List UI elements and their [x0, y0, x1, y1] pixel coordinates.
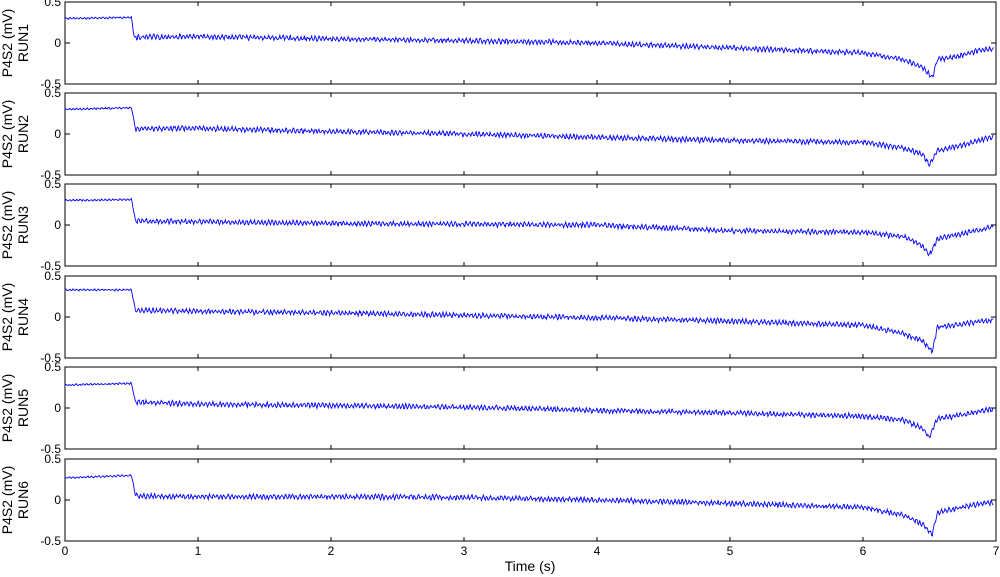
y-axis-label-line2: RUN4	[15, 298, 31, 336]
panel-run6: 0.5 0 -0.5 P4S2 (mV)RUN6	[0, 452, 997, 548]
y-tick-label: 0.5	[44, 452, 61, 466]
y-axis-label: P4S2 (mV)RUN3	[0, 191, 31, 259]
panel-run1: 0.5 0 -0.5 P4S2 (mV)RUN1	[0, 0, 997, 91]
y-axis-label: P4S2 (mV)RUN2	[0, 100, 31, 168]
x-axis-label: Time (s)	[505, 558, 556, 574]
y-axis-label: P4S2 (mV)RUN4	[0, 283, 31, 351]
y-axis-label-line1: P4S2 (mV)	[0, 283, 15, 351]
axes-box	[64, 275, 997, 359]
y-tick-label: -0.5	[40, 168, 61, 182]
y-tick-label: 0.5	[44, 269, 61, 283]
y-axis-label-line1: P4S2 (mV)	[0, 9, 15, 77]
y-axis-label-line2: RUN6	[15, 481, 31, 519]
panel-run5: 0.5 0 -0.5 P4S2 (mV)RUN5	[0, 360, 997, 456]
signal-trace-run3	[64, 197, 994, 257]
y-tick-label: 0.5	[44, 86, 61, 100]
y-axis-label-line2: RUN2	[15, 115, 31, 153]
y-tick-label: 0	[54, 218, 61, 232]
y-tick-label: -0.5	[40, 351, 61, 365]
y-axis-label: P4S2 (mV)RUN1	[0, 9, 31, 77]
y-tick-label: -0.5	[40, 442, 61, 456]
y-axis-label-line1: P4S2 (mV)	[0, 374, 15, 442]
y-tick-label: 0.5	[44, 360, 61, 374]
x-tick-label: 1	[195, 544, 202, 558]
signal-trace-run5	[64, 381, 994, 439]
axes-box	[64, 366, 997, 450]
x-tick-label: 4	[594, 544, 601, 558]
y-tick-label: -0.5	[40, 534, 61, 548]
signal-trace-run4	[64, 288, 994, 354]
x-tick-label: 7	[993, 544, 1000, 558]
panel-run3: 0.5 0 -0.5 P4S2 (mV)RUN3	[0, 177, 997, 273]
y-axis-label: P4S2 (mV)RUN5	[0, 374, 31, 442]
x-tick-labels: 0 1 2 3 4 5 6 7	[62, 544, 1000, 558]
y-tick-label: 0	[54, 36, 61, 50]
y-axis-label-line1: P4S2 (mV)	[0, 100, 15, 168]
x-tick-label: 2	[328, 544, 335, 558]
y-axis-label-line2: RUN5	[15, 389, 31, 427]
y-axis-label-line1: P4S2 (mV)	[0, 191, 15, 259]
y-tick-label: 0.5	[44, 0, 61, 9]
signal-trace-run1	[64, 15, 994, 78]
y-tick-label: 0	[54, 127, 61, 141]
signal-trace-run2	[64, 106, 994, 167]
x-tick-label: 6	[860, 544, 867, 558]
y-tick-label: -0.5	[40, 259, 61, 273]
y-axis-label: P4S2 (mV)RUN6	[0, 466, 31, 534]
y-tick-label: 0	[54, 401, 61, 415]
x-tick-label: 0	[62, 544, 69, 558]
x-tick-label: 5	[727, 544, 734, 558]
axes-box	[64, 458, 997, 542]
y-tick-label: -0.5	[40, 77, 61, 91]
signal-trace-run6	[64, 473, 994, 537]
y-tick-label: 0	[54, 493, 61, 507]
panel-run2: 0.5 0 -0.5 P4S2 (mV)RUN2	[0, 86, 997, 182]
y-axis-label-line2: RUN1	[15, 24, 31, 62]
y-tick-label: 0	[54, 310, 61, 324]
y-tick-label: 0.5	[44, 177, 61, 191]
y-axis-label-line2: RUN3	[15, 206, 31, 244]
y-axis-label-line1: P4S2 (mV)	[0, 466, 15, 534]
x-tick-label: 3	[461, 544, 468, 558]
panel-run4: 0.5 0 -0.5 P4S2 (mV)RUN4	[0, 269, 997, 365]
